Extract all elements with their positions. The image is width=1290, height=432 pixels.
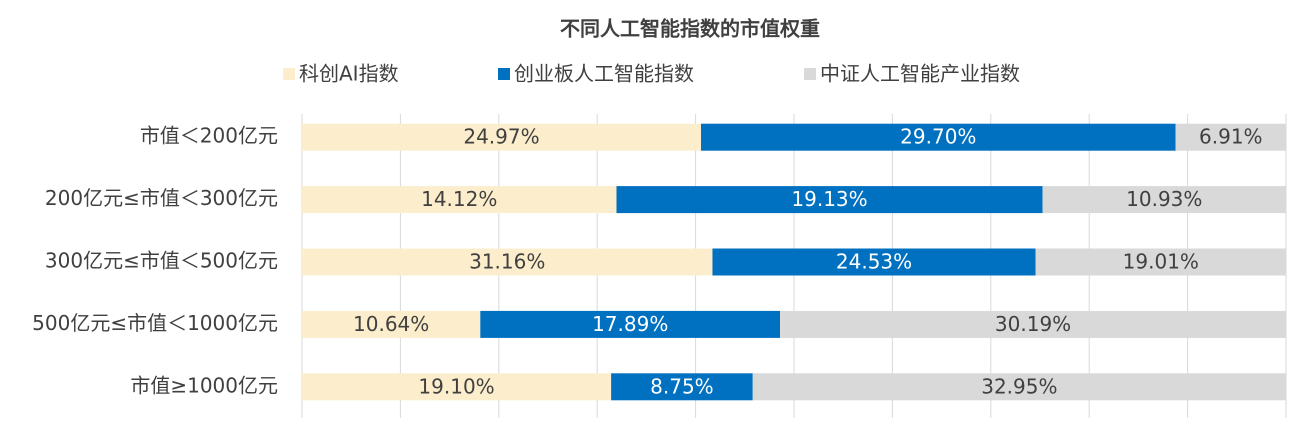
value-label: 32.95% (981, 374, 1057, 398)
chart-title: 不同人工智能指数的市值权重 (560, 17, 820, 41)
y-tick-label: 300亿元≤市值＜500亿元 (45, 249, 278, 273)
value-label: 14.12% (421, 187, 497, 211)
value-label: 30.19% (995, 312, 1071, 336)
y-tick-label: 500亿元≤市值＜1000亿元 (32, 311, 278, 335)
legend-label: 创业板人工智能指数 (514, 62, 694, 86)
value-label: 17.89% (592, 312, 668, 336)
value-label: 19.13% (791, 187, 867, 211)
legend-swatch (498, 68, 510, 80)
y-tick-label: 市值＜200亿元 (140, 124, 278, 148)
bar-segment (1042, 186, 1286, 214)
bar-segment (302, 248, 713, 276)
value-label: 29.70% (900, 125, 976, 149)
value-label: 8.75% (650, 374, 714, 398)
y-tick-label: 市值≥1000亿元 (130, 373, 278, 397)
value-label: 6.91% (1199, 125, 1263, 149)
legend-label: 科创AI指数 (299, 62, 399, 86)
value-label: 24.53% (836, 250, 912, 274)
value-label: 24.97% (463, 125, 539, 149)
bar-segment (302, 123, 702, 151)
value-label: 10.64% (353, 312, 429, 336)
bar-segment (616, 186, 1043, 214)
y-tick-label: 200亿元≤市值＜300亿元 (45, 186, 278, 210)
legend-swatch (804, 68, 816, 80)
legend-swatch (283, 68, 295, 80)
value-label: 19.10% (418, 374, 494, 398)
bar-segment (302, 373, 612, 401)
bar-segment (480, 310, 781, 338)
value-label: 31.16% (469, 250, 545, 274)
value-label: 19.01% (1123, 250, 1199, 274)
bar-segment (780, 310, 1286, 338)
bar-segment (611, 373, 753, 401)
bar-segment (752, 373, 1286, 401)
legend-label: 中证人工智能产业指数 (820, 62, 1020, 86)
value-label: 10.93% (1126, 187, 1202, 211)
bar-segment (1035, 248, 1286, 276)
bar-segment (302, 310, 481, 338)
bar-segment (712, 248, 1036, 276)
bar-segment (302, 186, 617, 214)
bar-segment (1175, 123, 1286, 151)
bar-segment (701, 123, 1176, 151)
